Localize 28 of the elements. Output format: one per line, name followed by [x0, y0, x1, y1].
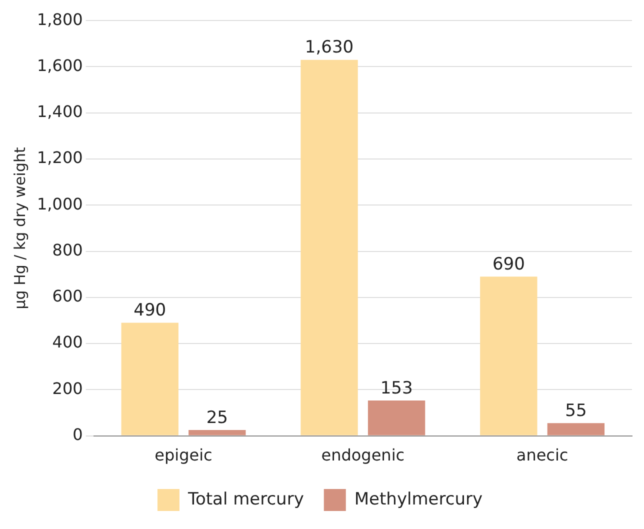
bar	[188, 430, 246, 436]
data-label: 25	[206, 408, 228, 428]
y-tick-label: 0	[72, 424, 83, 444]
y-tick-label: 400	[52, 332, 83, 352]
data-label: 1,630	[304, 38, 354, 58]
y-tick-label: 1,400	[36, 102, 83, 122]
data-label: 153	[380, 378, 413, 398]
data-label: 690	[492, 254, 525, 275]
y-tick-label: 800	[52, 240, 83, 260]
bar	[368, 400, 426, 436]
data-label: 490	[134, 300, 166, 321]
data-label: 55	[565, 401, 587, 422]
bar	[121, 322, 178, 436]
bar	[547, 423, 605, 436]
y-tick-label: 1,800	[36, 10, 83, 29]
bar	[300, 60, 358, 436]
y-tick-label: 1,600	[36, 56, 83, 75]
x-tick-label: epigeic	[154, 446, 212, 465]
y-tick-label: 1,000	[36, 194, 83, 214]
legend-label: Total mercury	[186, 489, 304, 510]
bar	[480, 276, 538, 436]
x-tick-label: anecic	[516, 446, 568, 465]
y-tick-label: 200	[52, 378, 83, 398]
y-tick-label: 600	[52, 286, 83, 306]
x-tick-label: endogenic	[321, 446, 405, 465]
y-tick-label: 1,200	[36, 148, 83, 168]
legend-label: Methylmercury	[354, 489, 483, 510]
y-axis-title: µg Hg / kg dry weight	[10, 147, 29, 310]
